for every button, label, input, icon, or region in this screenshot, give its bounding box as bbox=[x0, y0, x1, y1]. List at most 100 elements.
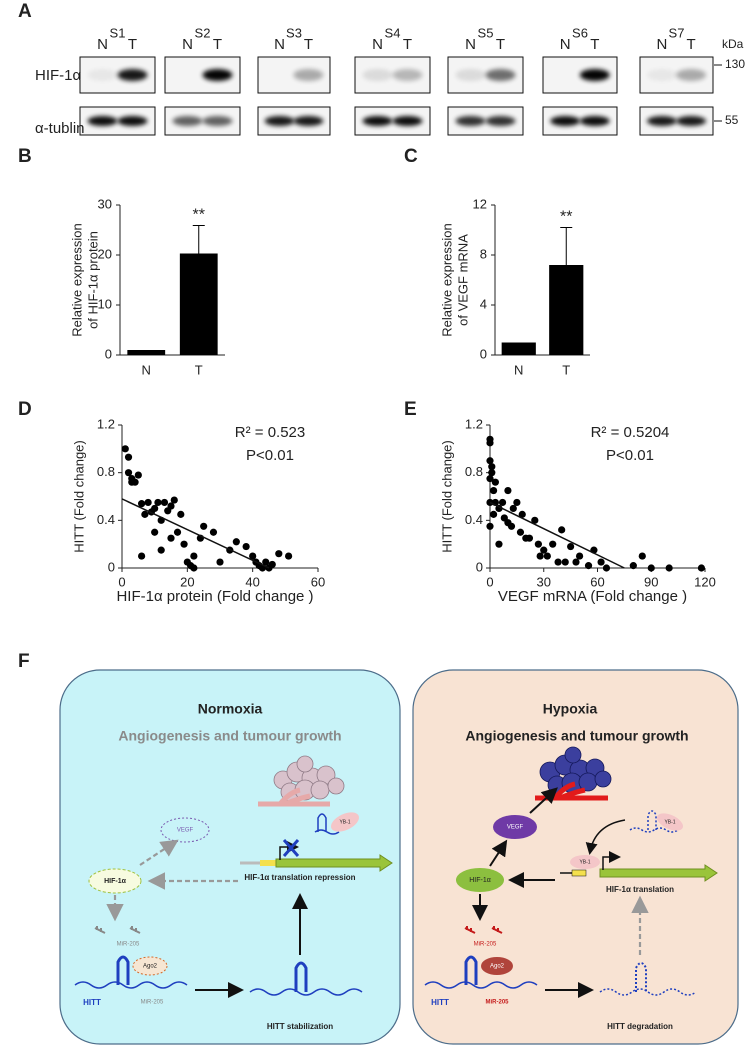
hitt-label: HITT bbox=[83, 998, 101, 1007]
panel-label: A bbox=[18, 1, 32, 22]
hitt-state: HITT stabilization bbox=[267, 1022, 333, 1031]
arrow bbox=[585, 819, 626, 855]
point bbox=[584, 562, 593, 570]
point bbox=[486, 439, 494, 447]
band bbox=[485, 69, 516, 81]
yb1 bbox=[330, 812, 360, 832]
y-tick-label: 0 bbox=[476, 559, 483, 574]
point bbox=[518, 510, 526, 518]
point bbox=[262, 558, 270, 566]
block bbox=[282, 839, 300, 857]
point bbox=[275, 550, 283, 558]
ago2 bbox=[132, 956, 168, 976]
bar bbox=[501, 342, 536, 355]
hitt-label: HITT bbox=[431, 998, 449, 1007]
mir-bound-label: MiR-205 bbox=[485, 1000, 509, 1006]
y-tick-label: 0 bbox=[108, 559, 115, 574]
annotation: ** bbox=[560, 209, 572, 226]
point bbox=[597, 558, 605, 566]
y-tick-label: 4 bbox=[480, 296, 487, 311]
y-tick-label: 30 bbox=[98, 196, 112, 211]
lane-label: N bbox=[465, 36, 476, 53]
annotation: ** bbox=[193, 207, 205, 224]
y-axis-label: HITT (Fold change) bbox=[71, 440, 86, 552]
marker-label: 130 bbox=[725, 57, 745, 71]
point bbox=[495, 540, 503, 548]
error-bar bbox=[560, 227, 573, 265]
row-label: HIF-1α bbox=[35, 67, 82, 84]
ago2-label: Ago2 bbox=[490, 964, 505, 970]
point bbox=[170, 496, 178, 504]
point bbox=[190, 552, 198, 560]
point bbox=[141, 510, 149, 518]
point bbox=[486, 522, 494, 530]
point bbox=[665, 564, 673, 572]
point bbox=[242, 542, 250, 551]
hitt-degraded bbox=[599, 988, 697, 996]
point bbox=[540, 546, 548, 554]
bar bbox=[549, 265, 584, 355]
band bbox=[293, 116, 324, 126]
band bbox=[455, 116, 486, 126]
point bbox=[513, 498, 521, 507]
hairpin bbox=[464, 955, 478, 985]
point bbox=[629, 562, 637, 570]
point bbox=[638, 552, 646, 560]
x-tick-label: 20 bbox=[180, 574, 194, 589]
point bbox=[489, 510, 498, 518]
y-tick-label: 20 bbox=[98, 246, 112, 261]
band bbox=[646, 69, 677, 81]
point bbox=[504, 486, 512, 495]
x-tick-label: N bbox=[514, 362, 523, 377]
panel-label: F bbox=[18, 651, 30, 672]
point bbox=[516, 528, 525, 536]
band bbox=[362, 116, 393, 126]
lane-label: T bbox=[496, 36, 505, 53]
point bbox=[572, 558, 580, 566]
y-axis-label: of VEGF mRNA bbox=[455, 234, 470, 326]
lane-label: T bbox=[213, 36, 222, 53]
point bbox=[180, 540, 188, 548]
point bbox=[536, 552, 544, 560]
sample-label: S1 bbox=[110, 25, 126, 40]
point bbox=[489, 486, 498, 495]
x-tick-label: T bbox=[562, 362, 570, 377]
lane-label: N bbox=[182, 36, 193, 53]
mirna-icon bbox=[94, 926, 141, 934]
x-axis-label: HIF-1α protein (Fold change ) bbox=[116, 588, 313, 605]
point bbox=[285, 552, 293, 560]
point bbox=[167, 534, 175, 542]
trendline bbox=[489, 501, 625, 569]
vegf-hypoxia bbox=[493, 815, 537, 839]
band bbox=[550, 116, 581, 126]
band bbox=[172, 116, 203, 126]
band bbox=[392, 116, 423, 126]
point bbox=[177, 510, 185, 518]
hif-label: HIF-1α bbox=[469, 877, 491, 884]
y-tick-label: 1.2 bbox=[97, 416, 115, 431]
panel-label: D bbox=[18, 399, 32, 420]
lane-label: T bbox=[304, 36, 313, 53]
panel-label: C bbox=[404, 146, 418, 167]
band bbox=[117, 116, 148, 126]
unit-label: kDa bbox=[722, 37, 744, 51]
error-bar bbox=[192, 225, 205, 254]
point bbox=[268, 560, 276, 569]
y-tick-label: 0.4 bbox=[465, 512, 483, 527]
point bbox=[488, 469, 496, 477]
band bbox=[646, 116, 677, 126]
vegf-label: VEGF bbox=[177, 828, 194, 834]
y-tick-label: 0.8 bbox=[97, 464, 115, 479]
orf bbox=[599, 864, 718, 882]
y-axis-label: Relative expression bbox=[69, 223, 84, 336]
point bbox=[173, 528, 182, 536]
point bbox=[543, 552, 551, 560]
x-tick-label: N bbox=[142, 362, 151, 377]
point bbox=[190, 564, 198, 572]
point bbox=[507, 522, 516, 530]
band bbox=[202, 69, 233, 81]
utr bbox=[571, 869, 587, 877]
hairpin bbox=[116, 955, 130, 985]
x-tick-label: 0 bbox=[486, 574, 493, 589]
